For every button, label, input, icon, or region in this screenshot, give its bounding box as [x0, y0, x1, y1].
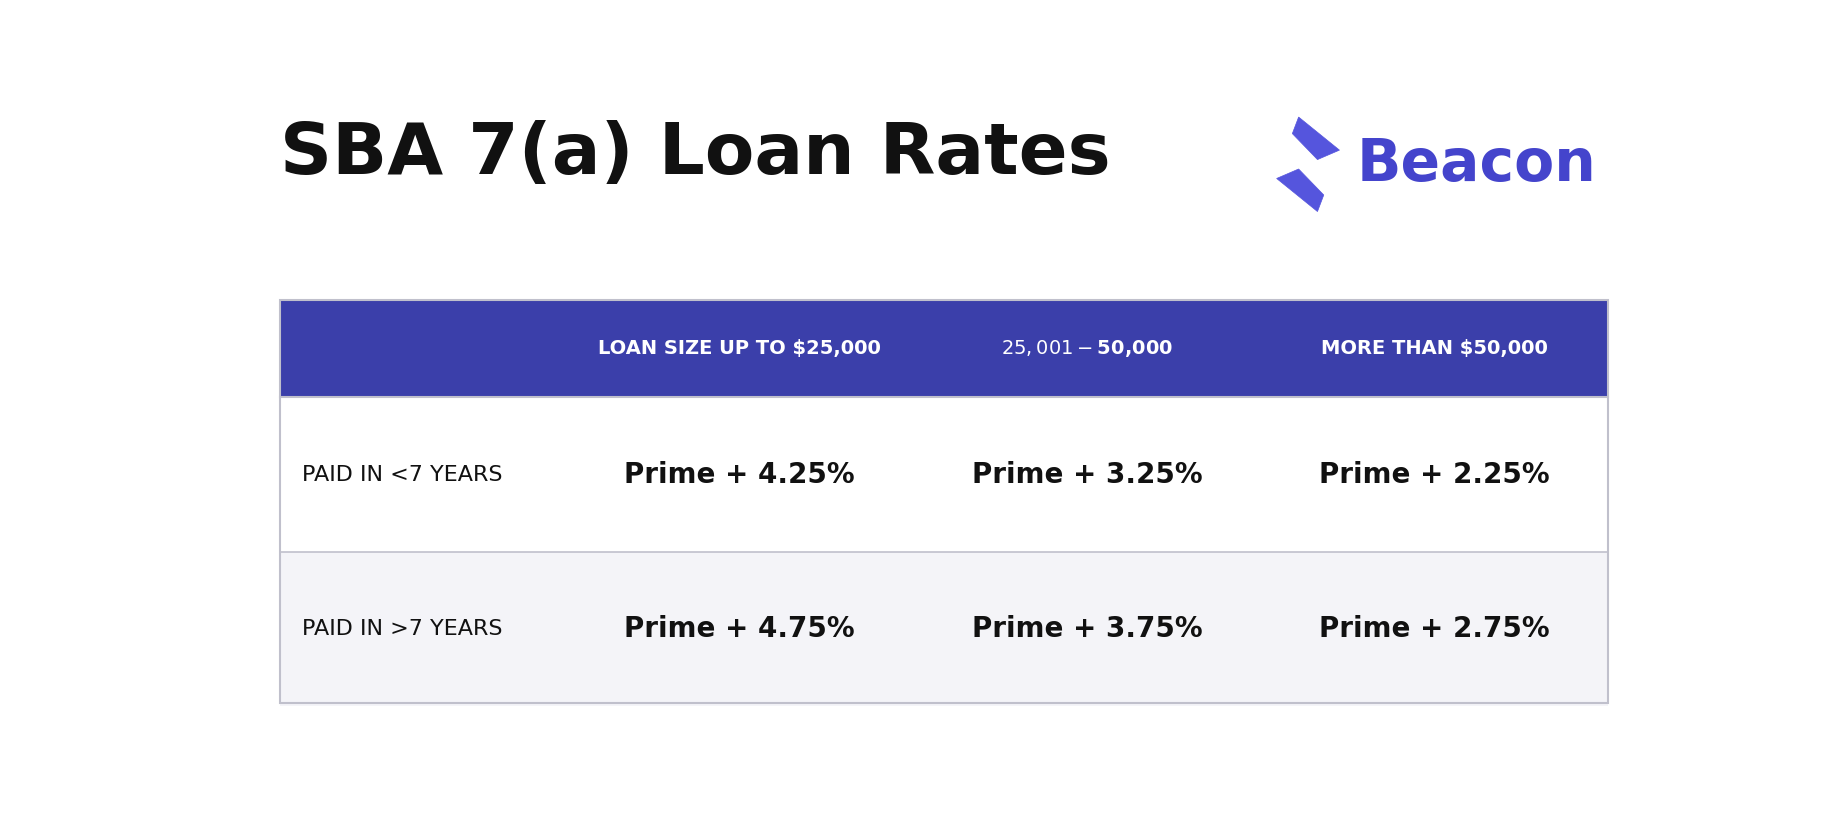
Text: SBA 7(a) Loan Rates: SBA 7(a) Loan Rates — [280, 120, 1111, 189]
Text: Prime + 2.75%: Prime + 2.75% — [1319, 615, 1549, 643]
Bar — [280, 299, 1608, 703]
Text: PAID IN <7 YEARS: PAID IN <7 YEARS — [302, 465, 503, 484]
Text: Prime + 4.25%: Prime + 4.25% — [624, 461, 855, 488]
Bar — [280, 398, 1608, 551]
Text: $25,001 - $50,000: $25,001 - $50,000 — [1002, 338, 1173, 359]
Bar — [280, 551, 1608, 706]
Text: Prime + 3.25%: Prime + 3.25% — [973, 461, 1203, 488]
Bar — [280, 299, 1608, 398]
Text: Beacon: Beacon — [1356, 136, 1597, 193]
Text: Prime + 2.25%: Prime + 2.25% — [1319, 461, 1549, 488]
Text: Prime + 3.75%: Prime + 3.75% — [973, 615, 1203, 643]
Text: Prime + 4.75%: Prime + 4.75% — [624, 615, 855, 643]
Text: MORE THAN $50,000: MORE THAN $50,000 — [1321, 339, 1547, 358]
Polygon shape — [1277, 169, 1324, 212]
Text: PAID IN >7 YEARS: PAID IN >7 YEARS — [302, 619, 503, 639]
Text: LOAN SIZE UP TO $25,000: LOAN SIZE UP TO $25,000 — [599, 339, 880, 358]
Polygon shape — [1293, 117, 1339, 160]
